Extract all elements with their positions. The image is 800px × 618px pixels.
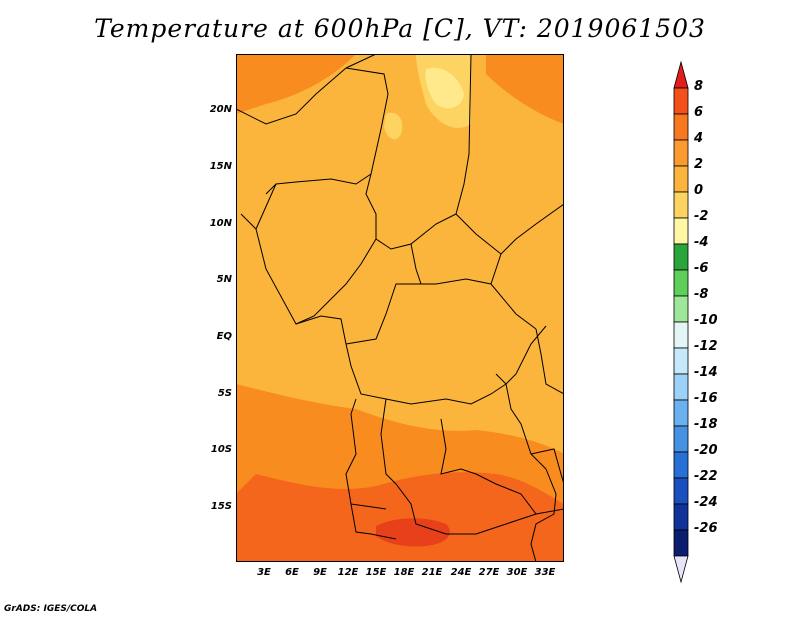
cb-label-m14: -14 (694, 365, 718, 380)
colorbar-max-arrow (673, 60, 689, 89)
map-title: Temperature at 600hPa [C], VT: 201906150… (94, 14, 706, 43)
colorbar-swatch (673, 321, 689, 349)
coolest-region (425, 67, 464, 109)
cb-label-m16: -16 (694, 391, 718, 406)
map-frame (236, 54, 564, 562)
temperature-map (236, 54, 564, 562)
colorbar-swatch (673, 139, 689, 167)
lat-label-5n: 5N (216, 274, 232, 285)
lat-label-20n: 20N (209, 104, 232, 115)
lon-label-12e: 12E (337, 567, 359, 578)
lat-label-15n: 15N (209, 161, 232, 172)
colorbar-swatch (673, 269, 689, 297)
lat-label-eq: EQ (216, 331, 232, 342)
warm-region-ne (486, 54, 564, 124)
colorbar-swatch (673, 217, 689, 245)
colorbar-swatch (673, 529, 689, 557)
cb-label-2: 2 (694, 157, 704, 172)
grads-credit: GrADS: IGES/COLA (4, 604, 98, 614)
cb-label-m12: -12 (694, 339, 718, 354)
cb-label-0: 0 (694, 183, 704, 198)
lon-label-21e: 21E (421, 567, 443, 578)
lon-label-24e: 24E (450, 567, 472, 578)
cb-label-6: 6 (694, 105, 704, 120)
cb-label-m10: -10 (694, 313, 718, 328)
colorbar-swatch (673, 191, 689, 219)
colorbar-swatch (673, 243, 689, 271)
lon-label-6e: 6E (285, 567, 299, 578)
colorbar-swatch (673, 295, 689, 323)
lon-label-33e: 33E (534, 567, 556, 578)
cb-label-m4: -4 (694, 235, 709, 250)
lon-label-18e: 18E (393, 567, 415, 578)
colorbar-swatch (673, 113, 689, 141)
cb-label-m20: -20 (694, 443, 718, 458)
lon-label-30e: 30E (506, 567, 528, 578)
cb-label-m2: -2 (694, 209, 709, 224)
lon-label-15e: 15E (365, 567, 387, 578)
colorbar-swatch (673, 399, 689, 427)
colorbar-swatch (673, 451, 689, 479)
lon-label-9e: 9E (313, 567, 327, 578)
cb-label-4: 4 (694, 131, 704, 146)
lat-label-5s: 5S (217, 388, 232, 399)
hottest-region (376, 518, 450, 547)
colorbar-swatch (673, 477, 689, 505)
map-figure (236, 54, 564, 562)
lon-label-3e: 3E (257, 567, 271, 578)
lat-label-15s: 15S (210, 501, 232, 512)
cb-label-m24: -24 (694, 495, 718, 510)
lon-label-27e: 27E (478, 567, 500, 578)
lat-label-10n: 10N (209, 218, 232, 229)
lat-label-10s: 10S (210, 444, 232, 455)
colorbar-swatch (673, 373, 689, 401)
colorbar-swatch (673, 503, 689, 531)
colorbar-swatch (673, 347, 689, 375)
cb-label-m6: -6 (694, 261, 709, 276)
cool-patch (384, 112, 403, 140)
colorbar-min-arrow (673, 555, 689, 584)
colorbar-swatch (673, 165, 689, 193)
cb-label-m8: -8 (694, 287, 709, 302)
cb-label-m22: -22 (694, 469, 718, 484)
cb-label-m18: -18 (694, 417, 718, 432)
colorbar-swatch (673, 425, 689, 453)
cb-label-m26: -26 (694, 521, 718, 536)
warm-region-north (236, 54, 356, 114)
country-borders (236, 54, 564, 562)
cb-label-8: 8 (694, 79, 704, 94)
colorbar-swatch (673, 87, 689, 115)
